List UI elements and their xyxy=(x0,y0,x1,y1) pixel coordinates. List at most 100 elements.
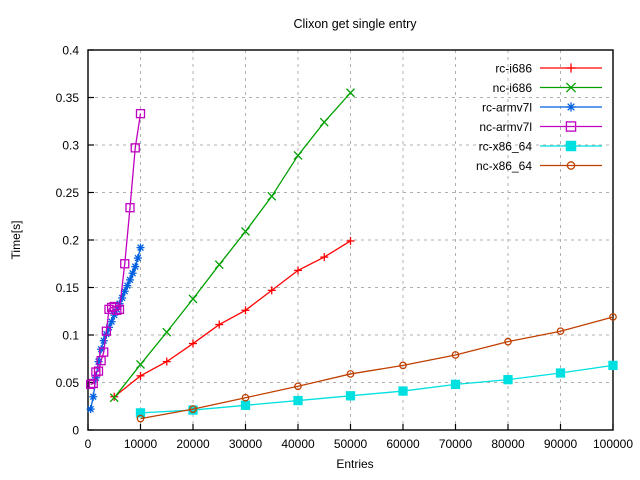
x-tick-label: 80000 xyxy=(491,437,525,451)
x-tick-label: 100000 xyxy=(593,437,633,451)
data-point-marker xyxy=(565,140,577,152)
data-point-marker xyxy=(450,379,461,390)
data-series-nc-armv7l xyxy=(85,109,146,390)
data-point-marker xyxy=(556,327,565,336)
data-series-nc-x86_64 xyxy=(136,313,617,423)
x-axis-label: Entries xyxy=(336,457,373,471)
data-point-marker xyxy=(109,393,119,403)
data-point-marker xyxy=(565,82,577,93)
data-point-marker xyxy=(294,266,302,275)
data-point-marker xyxy=(86,405,95,414)
series-line xyxy=(140,316,614,420)
x-tick-label: 0 xyxy=(85,437,92,451)
data-point-marker xyxy=(398,386,408,396)
x-tick-label: 10000 xyxy=(124,437,158,451)
legend-label-nc-i686[interactable]: nc-i686 xyxy=(493,81,533,95)
chart-title: Clixon get single entry xyxy=(294,17,418,31)
data-point-marker xyxy=(130,143,140,153)
data-point-marker xyxy=(294,382,302,391)
data-point-marker xyxy=(293,150,303,160)
y-tick-label: 0.1 xyxy=(62,329,79,343)
data-point-marker xyxy=(123,281,132,290)
y-tick-label: 0.2 xyxy=(62,234,79,248)
data-series-layer xyxy=(85,88,618,423)
data-point-marker xyxy=(241,306,250,315)
x-axis-ticks: 0 10000 20000 30000 40000 50000 60000 70000 8000… xyxy=(85,424,633,451)
data-point-marker xyxy=(320,253,329,262)
x-tick-label: 60000 xyxy=(386,437,420,451)
data-point-marker xyxy=(293,395,303,406)
data-point-marker xyxy=(88,378,98,389)
data-point-marker xyxy=(136,243,145,252)
data-point-marker xyxy=(125,203,135,213)
plot-frame xyxy=(87,49,614,431)
data-point-marker xyxy=(112,305,122,315)
data-point-marker xyxy=(85,379,96,390)
x-tick-label: 50000 xyxy=(334,437,368,451)
data-point-marker xyxy=(99,347,109,357)
series-line xyxy=(113,240,351,398)
data-point-marker xyxy=(97,345,106,354)
data-point-marker xyxy=(135,408,146,418)
x-tick-label: 30000 xyxy=(229,437,263,451)
data-point-marker xyxy=(162,327,172,337)
y-tick-label: 0 xyxy=(72,424,79,438)
data-point-marker xyxy=(346,370,355,378)
data-point-marker xyxy=(107,317,116,326)
series-line xyxy=(113,92,351,399)
data-point-marker xyxy=(346,236,355,245)
data-point-marker xyxy=(135,109,146,119)
data-point-marker xyxy=(241,226,250,236)
data-point-marker xyxy=(566,102,576,112)
y-tick-label: 0.4 xyxy=(62,44,79,58)
data-point-marker xyxy=(114,304,125,315)
data-point-marker xyxy=(93,366,104,376)
data-point-marker xyxy=(133,254,142,263)
legend-label-rc-armv7l[interactable]: rc-armv7l xyxy=(482,101,532,115)
data-point-marker xyxy=(555,368,566,378)
data-point-marker xyxy=(215,320,224,329)
data-point-marker xyxy=(566,161,576,170)
data-point-marker xyxy=(267,286,276,295)
data-point-marker xyxy=(267,191,277,201)
grid-lines xyxy=(88,50,613,430)
data-point-marker xyxy=(565,121,577,132)
data-point-marker xyxy=(609,313,617,321)
data-point-marker xyxy=(91,367,101,377)
data-point-marker xyxy=(503,374,513,385)
data-point-marker xyxy=(566,63,576,73)
x-tick-label: 20000 xyxy=(176,437,210,451)
x-tick-label: 90000 xyxy=(544,437,578,451)
data-point-marker xyxy=(399,361,407,370)
legend-label-rc-x86_64[interactable]: rc-x86_64 xyxy=(479,140,533,154)
data-point-marker xyxy=(608,360,618,371)
legend-label-rc-i686[interactable]: rc-i686 xyxy=(495,62,532,76)
data-point-marker xyxy=(189,405,197,413)
data-point-marker xyxy=(345,391,356,401)
legend-label-nc-x86_64[interactable]: nc-x86_64 xyxy=(476,159,532,173)
legend-label-nc-armv7l[interactable]: nc-armv7l xyxy=(479,120,532,134)
data-point-marker xyxy=(162,357,171,366)
y-tick-label: 0.3 xyxy=(62,139,79,153)
data-point-marker xyxy=(101,326,112,336)
data-point-marker xyxy=(189,339,197,348)
data-series-nc-i686 xyxy=(109,88,355,403)
data-point-marker xyxy=(451,351,460,359)
data-point-marker xyxy=(241,393,250,402)
data-point-marker xyxy=(126,275,134,284)
data-point-marker xyxy=(136,414,145,423)
data-point-marker xyxy=(89,392,98,401)
data-point-marker xyxy=(131,262,140,271)
data-point-marker xyxy=(120,259,130,269)
data-point-marker xyxy=(128,269,137,278)
data-point-marker xyxy=(214,260,224,270)
data-point-marker xyxy=(346,88,355,98)
y-tick-label: 0.25 xyxy=(56,186,80,200)
series-line xyxy=(140,364,614,414)
y-tick-label: 0.35 xyxy=(56,91,80,105)
data-point-marker xyxy=(240,400,251,410)
y-axis-label: Time[s] xyxy=(9,221,23,260)
data-series-rc-i686 xyxy=(110,236,355,401)
